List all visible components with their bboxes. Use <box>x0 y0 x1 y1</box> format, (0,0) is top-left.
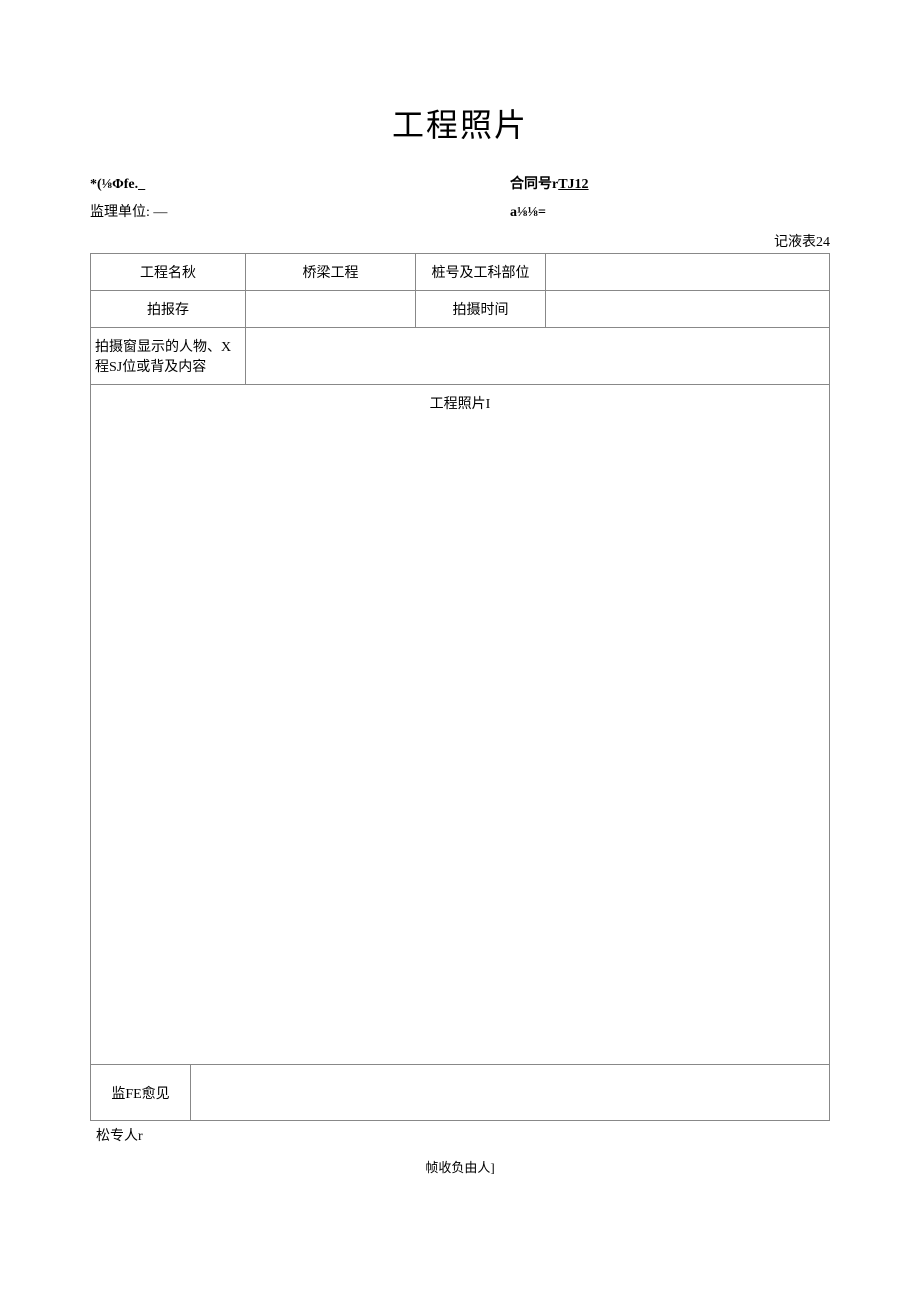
footer-left: 松专人r <box>96 1125 830 1145</box>
table-row: 监FE愈见 <box>91 1065 830 1121</box>
table-row: 拍报存 拍摄时间 <box>91 290 830 327</box>
pile-number-label: 桩号及工科部位 <box>416 253 546 290</box>
opinion-value <box>191 1065 830 1121</box>
table-number-label: 记液表24 <box>90 231 830 251</box>
contract-label: 合同号r <box>510 177 558 192</box>
supervisor-value: — <box>153 205 167 220</box>
header-right-2: a⅛⅛= <box>410 202 830 224</box>
pile-number-value <box>546 253 830 290</box>
photo-content-label: 拍摄窗显示的人物、X程SJ位或背及内容 <box>91 327 246 384</box>
table-row: 工程照片I <box>91 384 830 1064</box>
photo-time-value <box>546 290 830 327</box>
photo-save-label: 拍报存 <box>91 290 246 327</box>
header-line-2: 监理单位: — a⅛⅛= <box>90 202 830 224</box>
photo-time-label: 拍摄时间 <box>416 290 546 327</box>
page-title: 工程照片 <box>90 100 830 146</box>
table-row: 工程名秋 桥梁工程 桩号及工科部位 <box>91 253 830 290</box>
table-row: 拍摄窗显示的人物、X程SJ位或背及内容 <box>91 327 830 384</box>
contract-number: TJ12 <box>558 177 588 192</box>
photo-content-value <box>246 327 830 384</box>
supervisor-label: 监理单位: <box>90 205 153 220</box>
header-left-1: *(⅛Φfe._ <box>90 174 410 196</box>
photo-area: 工程照片I <box>91 384 830 1064</box>
opinion-table: 监FE愈见 <box>90 1065 830 1122</box>
footer-center: 帧收负由人] <box>90 1157 830 1176</box>
header-line-1: *(⅛Φfe._ 合同号rTJ12 <box>90 174 830 196</box>
header-right-1: 合同号rTJ12 <box>410 174 830 196</box>
form-table: 工程名秋 桥梁工程 桩号及工科部位 拍报存 拍摄时间 拍摄窗显示的人物、X程SJ… <box>90 253 830 1065</box>
header-left-2: 监理单位: — <box>90 202 410 224</box>
project-name-value: 桥梁工程 <box>246 253 416 290</box>
project-name-label: 工程名秋 <box>91 253 246 290</box>
opinion-label: 监FE愈见 <box>91 1065 191 1121</box>
photo-save-value <box>246 290 416 327</box>
